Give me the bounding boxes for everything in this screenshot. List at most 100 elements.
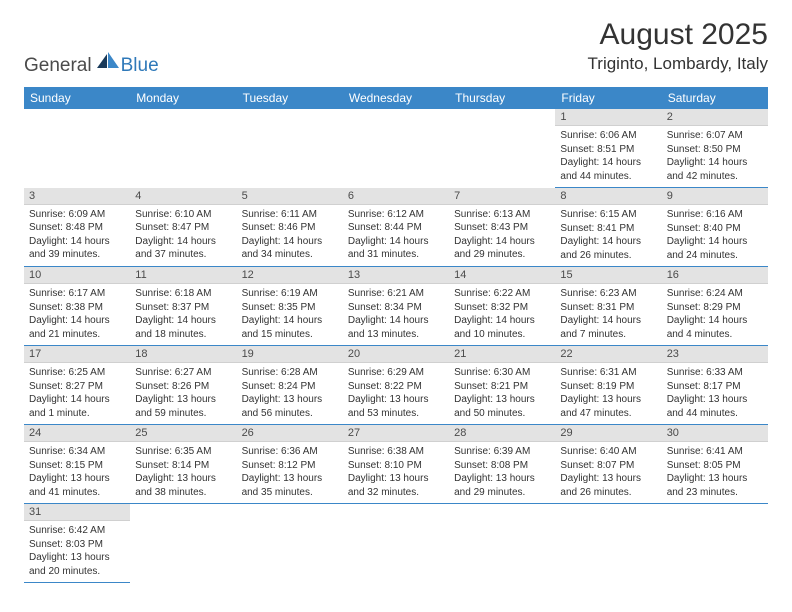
calendar-cell: 22Sunrise: 6:31 AMSunset: 8:19 PMDayligh…: [555, 346, 661, 425]
daylight-text: Daylight: 14 hours and 31 minutes.: [348, 235, 444, 262]
calendar-cell: [130, 109, 236, 188]
sunrise-text: Sunrise: 6:33 AM: [667, 366, 763, 380]
month-title: August 2025: [588, 18, 768, 52]
day-content: Sunrise: 6:13 AMSunset: 8:43 PMDaylight:…: [449, 205, 555, 266]
day-number: 14: [449, 267, 555, 284]
sunset-text: Sunset: 8:40 PM: [667, 222, 763, 236]
sunset-text: Sunset: 8:17 PM: [667, 380, 763, 394]
calendar-cell: 30Sunrise: 6:41 AMSunset: 8:05 PMDayligh…: [662, 425, 768, 504]
calendar-cell: 24Sunrise: 6:34 AMSunset: 8:15 PMDayligh…: [24, 425, 130, 504]
sunset-text: Sunset: 8:08 PM: [454, 459, 550, 473]
calendar-cell: 11Sunrise: 6:18 AMSunset: 8:37 PMDayligh…: [130, 267, 236, 346]
daylight-text: Daylight: 13 hours and 50 minutes.: [454, 393, 550, 420]
day-content: Sunrise: 6:06 AMSunset: 8:51 PMDaylight:…: [555, 126, 661, 187]
sunrise-text: Sunrise: 6:30 AM: [454, 366, 550, 380]
weekday-header: Monday: [130, 87, 236, 109]
day-number: 11: [130, 267, 236, 284]
day-content: Sunrise: 6:09 AMSunset: 8:48 PMDaylight:…: [24, 205, 130, 266]
day-number: 23: [662, 346, 768, 363]
day-content: Sunrise: 6:28 AMSunset: 8:24 PMDaylight:…: [237, 363, 343, 424]
sunrise-text: Sunrise: 6:24 AM: [667, 287, 763, 301]
day-content: Sunrise: 6:30 AMSunset: 8:21 PMDaylight:…: [449, 363, 555, 424]
day-number: 10: [24, 267, 130, 284]
daylight-text: Daylight: 14 hours and 34 minutes.: [242, 235, 338, 262]
logo: General Blue: [24, 52, 159, 79]
calendar-cell: [449, 504, 555, 583]
sunrise-text: Sunrise: 6:27 AM: [135, 366, 231, 380]
sunset-text: Sunset: 8:43 PM: [454, 221, 550, 235]
day-number: 22: [555, 346, 661, 363]
weekday-header: Saturday: [662, 87, 768, 109]
day-content: Sunrise: 6:35 AMSunset: 8:14 PMDaylight:…: [130, 442, 236, 503]
sunset-text: Sunset: 8:26 PM: [135, 380, 231, 394]
daylight-text: Daylight: 14 hours and 13 minutes.: [348, 314, 444, 341]
calendar-body: 1Sunrise: 6:06 AMSunset: 8:51 PMDaylight…: [24, 109, 768, 583]
day-content: Sunrise: 6:21 AMSunset: 8:34 PMDaylight:…: [343, 284, 449, 345]
day-number: 5: [237, 188, 343, 205]
day-content: Sunrise: 6:29 AMSunset: 8:22 PMDaylight:…: [343, 363, 449, 424]
daylight-text: Daylight: 14 hours and 21 minutes.: [29, 314, 125, 341]
daylight-text: Daylight: 14 hours and 24 minutes.: [667, 235, 763, 262]
calendar-cell: 2Sunrise: 6:07 AMSunset: 8:50 PMDaylight…: [662, 109, 768, 188]
sunrise-text: Sunrise: 6:29 AM: [348, 366, 444, 380]
day-number: 26: [237, 425, 343, 442]
daylight-text: Daylight: 13 hours and 47 minutes.: [560, 393, 656, 420]
calendar-cell: 5Sunrise: 6:11 AMSunset: 8:46 PMDaylight…: [237, 188, 343, 267]
calendar-cell: 27Sunrise: 6:38 AMSunset: 8:10 PMDayligh…: [343, 425, 449, 504]
sunrise-text: Sunrise: 6:19 AM: [242, 287, 338, 301]
calendar-cell: 20Sunrise: 6:29 AMSunset: 8:22 PMDayligh…: [343, 346, 449, 425]
daylight-text: Daylight: 14 hours and 39 minutes.: [29, 235, 125, 262]
calendar-cell: [24, 109, 130, 188]
sunset-text: Sunset: 8:05 PM: [667, 459, 763, 473]
sunrise-text: Sunrise: 6:09 AM: [29, 208, 125, 222]
calendar-cell: 17Sunrise: 6:25 AMSunset: 8:27 PMDayligh…: [24, 346, 130, 425]
day-number: 9: [662, 188, 768, 205]
sunrise-text: Sunrise: 6:25 AM: [29, 366, 125, 380]
weekday-header: Wednesday: [343, 87, 449, 109]
day-number: 1: [555, 109, 661, 126]
day-content: Sunrise: 6:11 AMSunset: 8:46 PMDaylight:…: [237, 205, 343, 266]
daylight-text: Daylight: 14 hours and 7 minutes.: [560, 314, 656, 341]
day-number: 17: [24, 346, 130, 363]
day-content: Sunrise: 6:24 AMSunset: 8:29 PMDaylight:…: [662, 284, 768, 345]
sunset-text: Sunset: 8:48 PM: [29, 221, 125, 235]
weekday-row: SundayMondayTuesdayWednesdayThursdayFrid…: [24, 87, 768, 109]
sunrise-text: Sunrise: 6:38 AM: [348, 445, 444, 459]
day-content: Sunrise: 6:22 AMSunset: 8:32 PMDaylight:…: [449, 284, 555, 345]
day-content: Sunrise: 6:40 AMSunset: 8:07 PMDaylight:…: [555, 442, 661, 503]
sunset-text: Sunset: 8:44 PM: [348, 221, 444, 235]
day-content: Sunrise: 6:38 AMSunset: 8:10 PMDaylight:…: [343, 442, 449, 503]
daylight-text: Daylight: 13 hours and 56 minutes.: [242, 393, 338, 420]
day-content: Sunrise: 6:39 AMSunset: 8:08 PMDaylight:…: [449, 442, 555, 503]
sunset-text: Sunset: 8:34 PM: [348, 301, 444, 315]
day-number: 12: [237, 267, 343, 284]
sunset-text: Sunset: 8:15 PM: [29, 459, 125, 473]
day-number: 6: [343, 188, 449, 205]
day-content: Sunrise: 6:31 AMSunset: 8:19 PMDaylight:…: [555, 363, 661, 424]
daylight-text: Daylight: 14 hours and 10 minutes.: [454, 314, 550, 341]
day-number: 29: [555, 425, 661, 442]
day-content: Sunrise: 6:36 AMSunset: 8:12 PMDaylight:…: [237, 442, 343, 503]
daylight-text: Daylight: 13 hours and 20 minutes.: [29, 551, 125, 578]
sunset-text: Sunset: 8:51 PM: [560, 143, 656, 157]
daylight-text: Daylight: 13 hours and 38 minutes.: [135, 472, 231, 499]
daylight-text: Daylight: 13 hours and 44 minutes.: [667, 393, 763, 420]
sunrise-text: Sunrise: 6:42 AM: [29, 524, 125, 538]
calendar-cell: 29Sunrise: 6:40 AMSunset: 8:07 PMDayligh…: [555, 425, 661, 504]
calendar-cell: 18Sunrise: 6:27 AMSunset: 8:26 PMDayligh…: [130, 346, 236, 425]
calendar-cell: [343, 504, 449, 583]
sunrise-text: Sunrise: 6:34 AM: [29, 445, 125, 459]
daylight-text: Daylight: 13 hours and 29 minutes.: [454, 472, 550, 499]
sunset-text: Sunset: 8:38 PM: [29, 301, 125, 315]
sunrise-text: Sunrise: 6:22 AM: [454, 287, 550, 301]
sunrise-text: Sunrise: 6:13 AM: [454, 208, 550, 222]
sunrise-text: Sunrise: 6:39 AM: [454, 445, 550, 459]
daylight-text: Daylight: 14 hours and 26 minutes.: [560, 235, 656, 262]
calendar-week-row: 24Sunrise: 6:34 AMSunset: 8:15 PMDayligh…: [24, 425, 768, 504]
sunset-text: Sunset: 8:10 PM: [348, 459, 444, 473]
day-number: 25: [130, 425, 236, 442]
header: General Blue August 2025 Triginto, Lomba…: [24, 18, 768, 79]
day-content: Sunrise: 6:34 AMSunset: 8:15 PMDaylight:…: [24, 442, 130, 503]
sunrise-text: Sunrise: 6:17 AM: [29, 287, 125, 301]
sunset-text: Sunset: 8:37 PM: [135, 301, 231, 315]
